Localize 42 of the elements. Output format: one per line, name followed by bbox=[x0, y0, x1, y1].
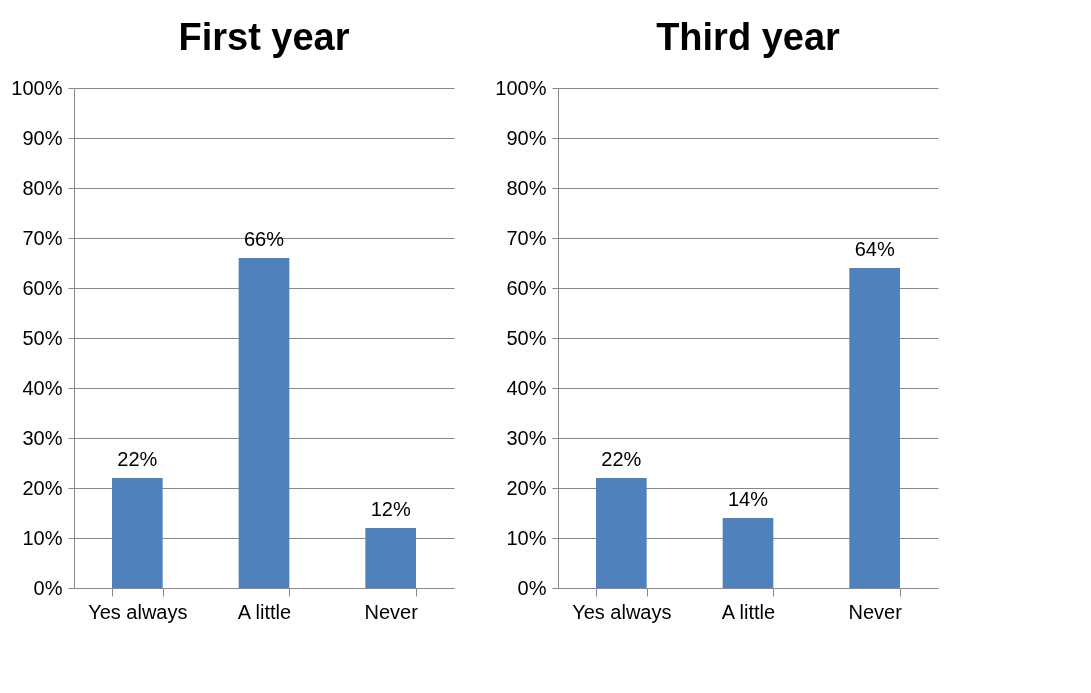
y-tick-label: 0% bbox=[517, 576, 547, 599]
y-tick-label: 50% bbox=[506, 326, 547, 349]
x-tick-label: Never bbox=[364, 600, 419, 623]
x-tick-label: Yes always bbox=[572, 600, 672, 623]
y-tick-label: 60% bbox=[506, 276, 547, 299]
y-tick-label: 10% bbox=[506, 526, 547, 549]
y-tick-label: 0% bbox=[33, 576, 63, 599]
y-tick-label: 80% bbox=[22, 176, 63, 199]
y-tick-label: 60% bbox=[22, 276, 63, 299]
x-tick-label: A little bbox=[721, 600, 776, 623]
y-tick-label: 80% bbox=[506, 176, 547, 199]
x-tick-label: Yes always bbox=[88, 600, 188, 623]
y-tick-label: 30% bbox=[506, 426, 547, 449]
x-tick-label: Never bbox=[848, 600, 903, 623]
chart-title: First year bbox=[178, 16, 350, 58]
bar bbox=[112, 478, 163, 588]
data-label: 14% bbox=[727, 488, 769, 510]
y-tick-label: 100% bbox=[11, 76, 63, 99]
bar bbox=[365, 528, 416, 588]
y-tick-label: 40% bbox=[22, 376, 63, 399]
data-label: 22% bbox=[117, 448, 158, 470]
y-tick-label: 20% bbox=[506, 476, 547, 499]
y-tick-label: 90% bbox=[22, 126, 63, 149]
data-label: 66% bbox=[243, 228, 285, 250]
bar bbox=[849, 268, 900, 588]
y-tick-label: 50% bbox=[22, 326, 63, 349]
chart-title: Third year bbox=[656, 16, 841, 58]
y-tick-label: 20% bbox=[22, 476, 63, 499]
y-tick-label: 70% bbox=[22, 226, 63, 249]
y-tick-label: 10% bbox=[22, 526, 63, 549]
bar bbox=[596, 478, 647, 588]
y-tick-label: 90% bbox=[506, 126, 547, 149]
y-tick-label: 30% bbox=[22, 426, 63, 449]
bar bbox=[238, 258, 290, 588]
y-tick-label: 70% bbox=[506, 226, 547, 249]
x-tick-label: A little bbox=[237, 600, 292, 623]
data-label: 64% bbox=[854, 238, 895, 260]
y-tick-label: 40% bbox=[506, 376, 547, 399]
bar bbox=[722, 518, 774, 588]
y-tick-label: 100% bbox=[495, 76, 547, 99]
data-label: 22% bbox=[601, 448, 642, 470]
data-label: 12% bbox=[370, 498, 411, 520]
